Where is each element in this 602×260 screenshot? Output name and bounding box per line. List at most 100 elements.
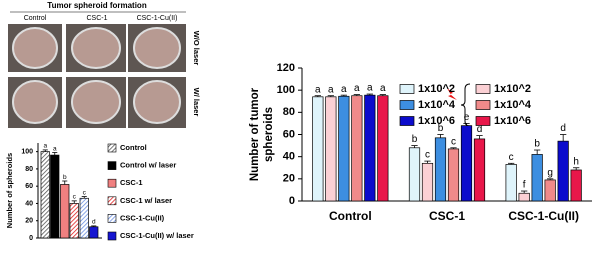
legend-label: 1x10^4	[494, 99, 532, 111]
significance-letter: b	[534, 139, 540, 150]
y-tick-label: 120	[277, 62, 295, 74]
well	[71, 80, 121, 124]
y-tick-label: 80	[25, 166, 33, 173]
significance-letter: c	[509, 152, 514, 163]
significance-letter: b	[412, 134, 418, 145]
photo-title: Tumor spheroid formation	[47, 1, 147, 10]
bar	[531, 154, 543, 202]
legend-label: CSC-1-Cu(II) w/ laser	[120, 231, 194, 240]
significance-letter: g	[547, 167, 553, 178]
legend-swatch	[107, 178, 117, 188]
bar	[377, 95, 389, 202]
significance-letter: b	[63, 174, 67, 181]
y-tick-label: 0	[29, 235, 33, 242]
column-label: Control	[24, 15, 47, 22]
bar	[338, 95, 350, 202]
legend-label: 1x10^2	[418, 83, 455, 95]
legend-swatch	[107, 143, 117, 153]
significance-letter: a	[367, 83, 373, 94]
row-label: W/ laser	[192, 88, 201, 117]
legend-swatch	[107, 214, 117, 223]
well	[12, 27, 58, 69]
y-axis-label: Number of tumor spheroids	[249, 87, 275, 181]
y-tick-label: 100	[277, 84, 295, 96]
well	[133, 27, 181, 69]
bar	[505, 164, 517, 202]
significance-letter: d	[477, 124, 483, 135]
legend-label: 1x10^6	[418, 115, 455, 127]
well	[133, 80, 181, 124]
legend-swatch	[107, 161, 117, 170]
significance-letter: e	[464, 112, 470, 123]
y-tick-label: 60	[25, 183, 33, 190]
significance-letter: d	[92, 219, 96, 226]
x-tick-label: CSC-1	[429, 209, 465, 223]
y-tick-label: 20	[25, 218, 33, 225]
bar	[460, 125, 473, 202]
photo-grid	[8, 24, 186, 128]
significance-letter: a	[43, 143, 47, 150]
legend-label: CSC-1	[120, 178, 143, 187]
legend-swatch	[475, 116, 491, 126]
bar	[544, 179, 556, 202]
bar	[518, 192, 530, 202]
y-tick-label: 80	[283, 106, 295, 118]
bar	[60, 184, 70, 239]
bar	[69, 203, 79, 239]
bar	[89, 226, 99, 239]
legend-swatch	[399, 84, 415, 94]
significance-letter: d	[560, 123, 566, 134]
bar	[408, 147, 421, 202]
legend-label: Control w/ laser	[120, 161, 176, 170]
y-tick-label: 40	[25, 200, 33, 207]
bar	[473, 138, 486, 202]
y-tick-label: 20	[283, 173, 295, 185]
bar	[50, 154, 60, 239]
bar	[421, 162, 434, 202]
bar	[40, 151, 50, 239]
y-axis-label: Number of spheroids	[5, 153, 14, 228]
y-axis-label-line: spheroids	[263, 107, 275, 162]
legend-label: 1x10^4	[418, 99, 456, 111]
bar	[570, 169, 582, 202]
legend-swatch	[107, 196, 117, 206]
bar	[447, 148, 460, 202]
legend-swatch	[475, 100, 491, 110]
significance-letter: c	[451, 136, 456, 147]
bar	[79, 197, 89, 239]
significance-letter: h	[573, 156, 579, 167]
bar	[351, 95, 363, 202]
significance-letter: a	[315, 84, 321, 95]
bar	[364, 94, 376, 202]
significance-letter: a	[354, 83, 360, 94]
legend-label: Control	[120, 143, 147, 152]
significance-letter: b	[438, 123, 444, 134]
significance-letter: a	[53, 145, 57, 152]
x-tick-label: CSC-1-Cu(II)	[508, 209, 579, 223]
bar	[434, 137, 447, 202]
legend-swatch	[475, 84, 491, 94]
well	[12, 80, 58, 124]
legend-swatch	[399, 116, 415, 126]
significance-letter: a	[341, 84, 347, 95]
bar	[312, 96, 324, 202]
y-tick-label: 60	[283, 128, 295, 140]
y-tick-label: 0	[289, 195, 295, 207]
y-tick-label: 40	[283, 151, 295, 163]
column-label: CSC-1	[86, 15, 107, 22]
column-label: CSC-1-Cu(II)	[137, 15, 178, 22]
legend-label: 1x10^2	[494, 83, 531, 95]
significance-letter: c	[425, 150, 430, 161]
x-tick-label: Control	[329, 209, 372, 223]
significance-letter: c	[83, 189, 87, 196]
significance-letter: c	[73, 194, 77, 201]
row-label: W/O laser	[192, 31, 201, 66]
legend-swatch	[399, 100, 415, 110]
significance-letter: a	[380, 83, 386, 94]
laser-icon	[447, 88, 457, 100]
y-axis-label-line: Number of tumor	[249, 87, 261, 181]
y-tick-label: 100	[21, 148, 33, 155]
bar	[325, 96, 337, 202]
legend-label: CSC-1-Cu(II)	[120, 213, 165, 222]
